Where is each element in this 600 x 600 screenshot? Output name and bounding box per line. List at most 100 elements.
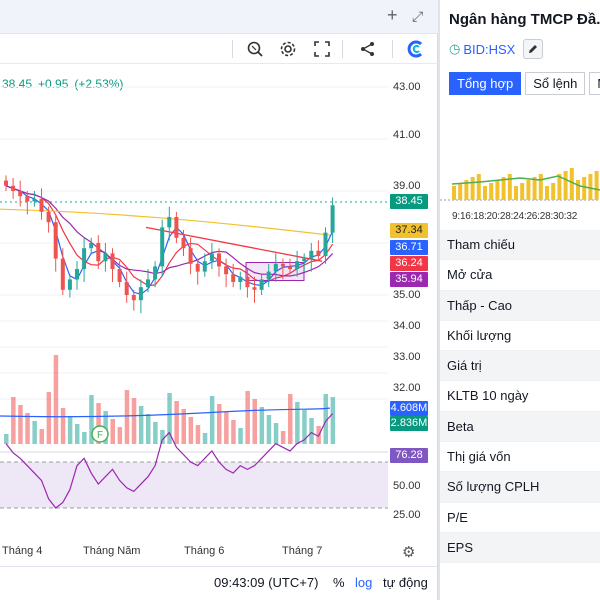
- ma-purple-badge: 35.94: [390, 272, 428, 287]
- candle-body: [82, 248, 87, 269]
- candle-body: [309, 250, 314, 259]
- chart-header: + ⤢: [0, 0, 438, 34]
- mini-volume-bar: [588, 174, 593, 200]
- candle-body: [146, 279, 150, 288]
- info-row-market-cap: Thị giá vốn: [440, 442, 600, 473]
- ticker-row: ◷ BID:HSX: [449, 39, 544, 59]
- candle-body: [160, 227, 165, 267]
- volume-bar: [245, 391, 250, 444]
- candlestick-chart[interactable]: F: [0, 66, 388, 542]
- volume-bar: [131, 398, 137, 444]
- tab-summary[interactable]: Tổng hợp: [449, 72, 522, 95]
- tab-order-book[interactable]: Sổ lệnh: [525, 72, 586, 95]
- info-row-reference: Tham chiếu: [440, 230, 600, 261]
- rsi-band: [0, 462, 388, 508]
- candle-body: [181, 237, 186, 249]
- time-axis-label: Tháng Năm: [83, 545, 141, 557]
- mini-price-line: [451, 175, 600, 191]
- mini-volume-bar: [545, 186, 549, 200]
- volume-bar: [4, 434, 9, 444]
- volume-bar: [110, 419, 115, 444]
- share-icon[interactable]: [356, 38, 380, 60]
- mini-volume-bar: [582, 177, 587, 200]
- expand-icon[interactable]: ⤢: [412, 8, 424, 24]
- volume-bar: [252, 399, 257, 444]
- candle-body: [295, 261, 300, 269]
- gear-icon[interactable]: [276, 38, 300, 60]
- percent-toggle[interactable]: %: [333, 575, 345, 590]
- info-row-low-high: Thấp - Cao: [440, 290, 600, 321]
- candle-body: [18, 191, 23, 197]
- event-marker: [91, 425, 109, 443]
- price-axis-label: 32.00: [393, 382, 421, 394]
- mini-volume-bar: [464, 180, 469, 200]
- mini-volume-bar: [569, 168, 574, 200]
- mini-volume-bar: [514, 186, 518, 200]
- mini-volume-bar: [563, 171, 568, 200]
- volume-bar: [302, 410, 307, 444]
- mini-volume-bar: [538, 174, 543, 200]
- info-row-volume: Khối lượng: [440, 321, 600, 352]
- trend-line: [145, 226, 323, 262]
- fullscreen-icon[interactable]: [310, 38, 334, 60]
- volume-bar: [75, 424, 80, 444]
- mini-volume-bar: [507, 174, 512, 200]
- volume-bar: [280, 431, 286, 444]
- time-axis-label: Tháng 6: [184, 545, 225, 557]
- candle-body: [231, 274, 236, 282]
- candle-body: [188, 248, 193, 264]
- ma-blue-badge: 36.71: [390, 240, 428, 255]
- volume-bar: [181, 409, 186, 444]
- volume-bar: [18, 405, 23, 444]
- c-logo-icon[interactable]: [404, 38, 428, 60]
- volume-bar: [231, 420, 236, 444]
- candle-body: [245, 276, 250, 288]
- volume-bar: [60, 408, 66, 444]
- ma-red-line: [5, 185, 334, 287]
- volume-bar: [266, 415, 272, 444]
- volume-bar: [224, 412, 229, 444]
- candle-body: [224, 266, 229, 275]
- auto-toggle[interactable]: tự động: [383, 575, 428, 590]
- mini-chart-time-axis: 9:16:18:20:28:24:26:28:30:32: [452, 211, 578, 222]
- rsi-axis-label: 50.00: [393, 480, 421, 492]
- gear-icon[interactable]: ⚙: [402, 544, 416, 561]
- candle-body: [39, 198, 44, 212]
- candle-body: [195, 263, 200, 272]
- candle-body: [110, 253, 115, 269]
- candle-body: [32, 198, 37, 202]
- volume-bar: [82, 432, 87, 444]
- mini-volume-bar: [489, 183, 494, 200]
- add-icon[interactable]: +: [387, 5, 398, 25]
- candle-body: [60, 258, 65, 290]
- volume-bar: [330, 397, 336, 444]
- volume-bar: [39, 429, 44, 444]
- volume-bar: [96, 403, 101, 444]
- volume-bar: [89, 395, 94, 444]
- clock-icon: ◷: [449, 41, 461, 56]
- candle-body: [103, 253, 108, 262]
- tab-more[interactable]: Mu: [589, 72, 600, 95]
- volume-bar: [32, 421, 37, 444]
- candle-body: [302, 258, 307, 262]
- info-list: Tham chiếu Mở cửa Thấp - Cao Khối lượng …: [440, 230, 600, 564]
- flask-icon[interactable]: [243, 38, 267, 60]
- time-axis-label: Tháng 4: [2, 545, 43, 557]
- candle-body: [96, 243, 101, 262]
- ticker-label[interactable]: BID:HSX: [463, 41, 516, 57]
- edit-icon[interactable]: [523, 39, 544, 59]
- mini-volume-bar: [476, 174, 481, 200]
- candle-body: [131, 295, 136, 301]
- info-row-avg-volume: KLTB 10 ngày: [440, 381, 600, 412]
- log-toggle[interactable]: log: [355, 575, 373, 590]
- volume-bar: [238, 428, 243, 444]
- volume-bar: [295, 402, 300, 444]
- info-row-shares: Số lượng CPLH: [440, 472, 600, 503]
- volume-bar: [25, 413, 30, 444]
- chart-toolbar: [0, 34, 438, 64]
- ma-yellow-badge: 37.34: [390, 223, 428, 238]
- candle-body: [25, 196, 30, 202]
- candle-body: [138, 287, 143, 301]
- volume-bar: [67, 416, 73, 444]
- mini-volume-bar: [557, 174, 562, 200]
